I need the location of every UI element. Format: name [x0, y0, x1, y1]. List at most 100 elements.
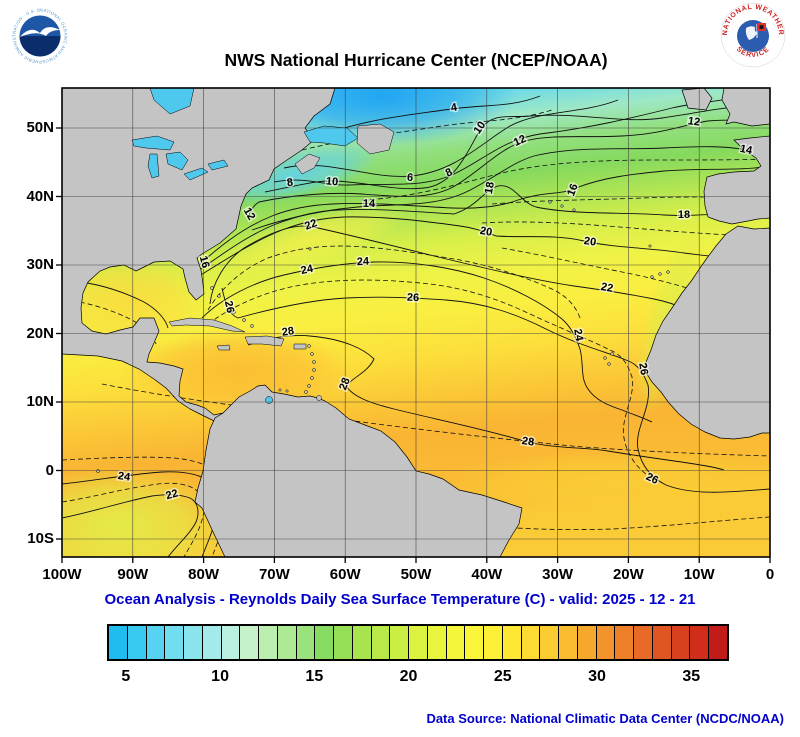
lake-erie: [183, 167, 209, 181]
contour-label: 20: [583, 235, 597, 249]
axis-ticks: [56, 127, 771, 563]
map-subtitle: Ocean Analysis - Reynolds Daily Sea Surf…: [104, 591, 696, 608]
lon-tick-label: 50W: [400, 566, 432, 583]
colorbar-cell: [502, 626, 522, 659]
contour-label: 20: [479, 225, 493, 239]
colorbar-cell: [334, 626, 353, 659]
contour-label: 12: [687, 115, 701, 129]
noaa-sea: [19, 36, 61, 57]
colorbar-cell: [240, 626, 259, 659]
colorbar-cell: [277, 626, 297, 659]
lon-tick-label: 90W: [117, 566, 149, 583]
small-islands: [96, 200, 670, 473]
land-africa: [644, 225, 770, 440]
contour-labels: 4688101012121214141616181820202222222424…: [116, 100, 756, 504]
lat-lon-grid: [62, 88, 770, 557]
nws-flag-square: [759, 25, 764, 29]
colorbar-cell: [109, 626, 128, 659]
colorbar-cell: [352, 626, 372, 659]
colorbar-cell: [634, 626, 653, 659]
contour-label: 28: [337, 376, 352, 392]
colorbar-cell: [615, 626, 634, 659]
colorbar-tick-label: 15: [305, 668, 324, 685]
contour-label: 14: [363, 198, 377, 210]
colorbar-tick-label: 5: [121, 668, 131, 685]
colorbar-cell: [165, 626, 184, 659]
colorbar-cell: [427, 626, 447, 659]
map-border: [61, 87, 771, 558]
lon-tick-label: 60W: [329, 566, 361, 583]
lake-ontario: [207, 159, 229, 171]
page-title: NWS National Hurricane Center (NCEP/NOAA…: [224, 50, 608, 70]
nws-logo: NATIONAL WEATHER SERVICE: [720, 2, 786, 68]
colorbar: [107, 624, 729, 661]
island-cuba: [168, 317, 246, 333]
colorbar-cell: [221, 626, 241, 659]
colorbar-cell: [484, 626, 503, 659]
colorbar-cell: [127, 626, 147, 659]
lat-tick-label: 30N: [26, 256, 54, 273]
lon-tick-label: 100W: [42, 566, 82, 583]
colorbar-cell: [521, 626, 541, 659]
lon-tick-label: 70W: [258, 566, 290, 583]
colorbar-cell: [709, 626, 727, 659]
contour-label: 22: [303, 217, 319, 232]
colorbar-cell: [202, 626, 222, 659]
james-bay: [149, 88, 195, 115]
lat-tick-label: 40N: [26, 187, 54, 205]
colorbar-cell: [296, 626, 316, 659]
contour-label: 6: [406, 172, 413, 184]
colorbar-cell: [371, 626, 391, 659]
contour-label: 14: [739, 143, 754, 157]
colorbar-cell: [390, 626, 409, 659]
land-south-america: [194, 384, 523, 557]
colorbar-cell: [652, 626, 672, 659]
contour-label: 8: [286, 177, 294, 190]
lat-tick-label: 50N: [26, 119, 54, 136]
colorbar-cell: [577, 626, 597, 659]
lon-tick-label: 40W: [471, 566, 503, 583]
noaa-gull-icon: [20, 27, 60, 37]
lake-huron: [165, 151, 189, 171]
contour-label: 16: [197, 255, 212, 270]
lake-maracaibo: [265, 396, 273, 404]
colorbar-cell: [146, 626, 166, 659]
lat-tick-label: 10N: [26, 393, 54, 410]
colorbar-tick-label: 20: [399, 668, 418, 685]
colorbar-cell: [559, 626, 578, 659]
lon-tick-label: 30W: [542, 566, 574, 583]
nova-scotia: [294, 153, 321, 175]
contour-label: 16: [565, 182, 580, 198]
gulf-of-st-lawrence: [303, 125, 359, 147]
contour-label: 24: [300, 263, 315, 277]
colorbar-cell: [315, 626, 334, 659]
colorbar-cell: [259, 626, 278, 659]
contour-label: 26: [222, 300, 236, 314]
contour-label: 26: [407, 292, 420, 305]
sst-map: 4688101012121214141616181820202222222424…: [56, 87, 771, 563]
nws-continent: [745, 26, 757, 40]
lon-tick-label: 80W: [188, 566, 220, 583]
contour-label: 18: [678, 209, 690, 221]
landmasses: [62, 88, 770, 557]
lat-tick-label: 10S: [27, 530, 54, 547]
lon-tick-label: 10W: [683, 566, 715, 583]
contour-label: 24: [117, 470, 132, 484]
contour-label: 10: [325, 175, 338, 188]
lake-superior: [131, 135, 175, 151]
colorbar-tick-label: 10: [211, 668, 229, 685]
colorbar-cell: [184, 626, 203, 659]
contour-label: 18: [483, 181, 497, 195]
contour-label: 24: [357, 256, 371, 269]
island-jamaica: [216, 344, 231, 351]
colorbar-cell: [690, 626, 709, 659]
contour-label: 28: [521, 435, 535, 449]
data-source-text: Data Source: National Climatic Data Cent…: [426, 711, 784, 726]
colorbar-tick-label: 35: [682, 668, 701, 685]
contour-label: 24: [571, 328, 585, 343]
contour-label: 26: [636, 362, 650, 376]
colorbar-cell: [671, 626, 691, 659]
noaa-logo: NATIONAL OCEANIC AND ATMOSPHERIC ADMINIS…: [10, 6, 69, 65]
contour-label: 22: [165, 488, 180, 503]
